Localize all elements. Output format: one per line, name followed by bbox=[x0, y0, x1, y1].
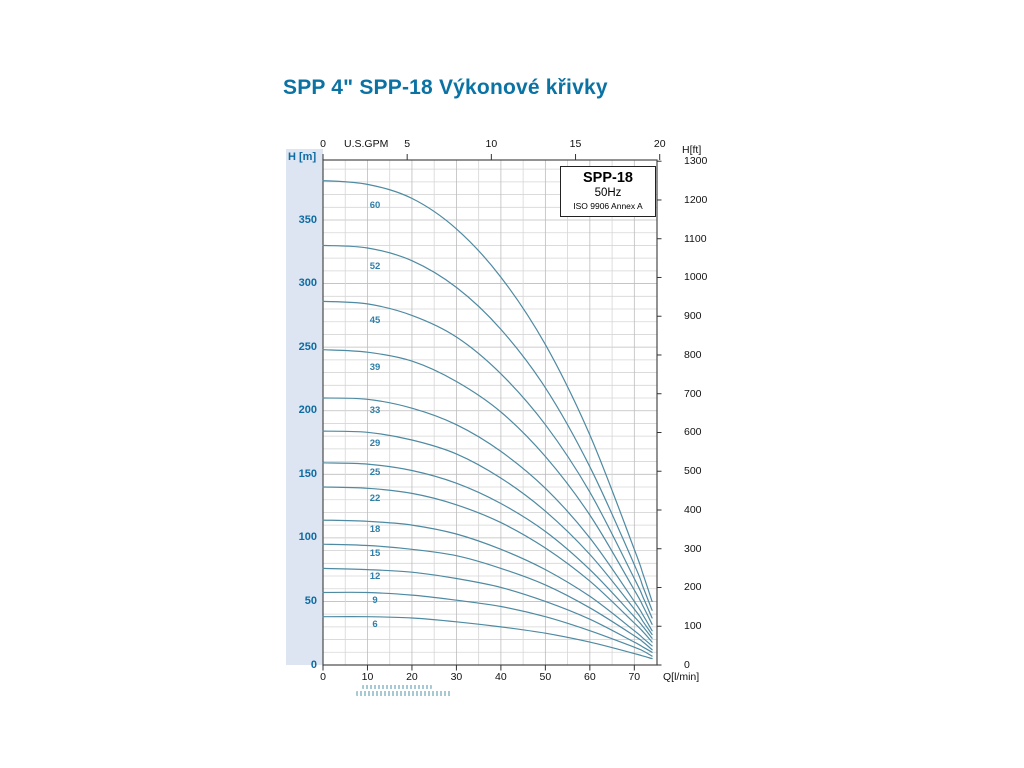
curve-label-29: 29 bbox=[369, 437, 381, 449]
right-axis-tick-label: 900 bbox=[684, 310, 702, 323]
right-axis-tick-label: 1100 bbox=[684, 232, 707, 245]
right-axis-tick-label: 1200 bbox=[684, 193, 708, 206]
right-axis-tick-label: 600 bbox=[684, 426, 702, 439]
bottom-axis-tick-label: 30 bbox=[450, 671, 463, 683]
left-axis-strip bbox=[286, 149, 323, 665]
right-axis-tick-label: 1000 bbox=[684, 271, 708, 284]
bottom-axis-tick-label: 10 bbox=[361, 671, 374, 683]
curve-label-39: 39 bbox=[369, 362, 381, 374]
pump-curve-18 bbox=[322, 519, 653, 647]
left-axis-tick-label: 250 bbox=[298, 340, 317, 353]
bottom-axis-unit-label: Q[l/min] bbox=[663, 671, 700, 683]
curve-label-6: 6 bbox=[372, 618, 378, 630]
pump-curve-6 bbox=[322, 616, 653, 660]
pump-curve-12 bbox=[322, 567, 653, 653]
pump-curve-9 bbox=[322, 591, 653, 657]
top-axis-tick-label: 15 bbox=[569, 138, 582, 150]
pump-curve-39 bbox=[322, 349, 653, 625]
bottom-axis-tick-label: 60 bbox=[584, 671, 596, 683]
pump-curve-33 bbox=[322, 397, 653, 632]
legend-model: SPP-18 bbox=[583, 170, 633, 186]
top-axis-tick-label: 20 bbox=[653, 138, 666, 150]
page-title: SPP 4" SPP-18 Výkonové křivky bbox=[283, 76, 608, 99]
right-axis-tick-label: 300 bbox=[684, 542, 702, 555]
legend-standard: ISO 9906 Annex A bbox=[573, 201, 643, 211]
left-axis-tick-label: 100 bbox=[298, 531, 317, 544]
right-axis-tick-label: 500 bbox=[684, 465, 702, 478]
left-axis-tick-label: 200 bbox=[298, 404, 317, 417]
curve-label-15: 15 bbox=[369, 547, 381, 559]
right-axis-tick-label: 100 bbox=[684, 620, 702, 633]
bottom-axis-tick-label: 50 bbox=[539, 671, 552, 683]
curve-label-52: 52 bbox=[369, 261, 381, 273]
pump-curve-52 bbox=[322, 244, 653, 611]
top-axis-unit-label: U.S.GPM bbox=[344, 138, 389, 150]
left-axis-tick-label: 150 bbox=[298, 467, 317, 480]
pump-curve-60 bbox=[322, 180, 653, 602]
bottom-axis-tick-label: 20 bbox=[406, 671, 418, 683]
curve-label-25: 25 bbox=[369, 466, 381, 478]
left-axis-tick-label: 350 bbox=[298, 213, 317, 226]
left-axis-unit-label: H [m] bbox=[288, 151, 317, 163]
pump-curve-25 bbox=[322, 462, 653, 639]
watermark-line-2 bbox=[356, 691, 452, 696]
curve-label-18: 18 bbox=[369, 523, 381, 535]
bottom-axis-tick-label: 0 bbox=[320, 671, 326, 683]
curve-label-33: 33 bbox=[369, 405, 381, 417]
pump-curve-15 bbox=[322, 543, 653, 651]
watermark-line-1 bbox=[362, 685, 432, 689]
pump-curve-22 bbox=[322, 486, 653, 643]
curve-label-12: 12 bbox=[369, 571, 381, 583]
curve-label-45: 45 bbox=[369, 314, 381, 326]
left-axis-tick-label: 0 bbox=[310, 658, 317, 671]
right-axis-tick-label: 400 bbox=[684, 503, 702, 516]
legend-box: SPP-18 50Hz ISO 9906 Annex A bbox=[560, 166, 656, 217]
right-axis-tick-label: 0 bbox=[684, 659, 690, 671]
pump-curves-plot bbox=[322, 154, 662, 671]
legend-frequency: 50Hz bbox=[594, 187, 622, 199]
top-axis-tick-label: 10 bbox=[485, 138, 498, 150]
right-axis-unit-label: H[ft] bbox=[682, 144, 702, 156]
top-axis-tick-label: 5 bbox=[404, 138, 411, 150]
bottom-axis-tick-label: 40 bbox=[495, 671, 507, 683]
left-axis-tick-label: 50 bbox=[304, 594, 317, 607]
right-axis-tick-label: 800 bbox=[684, 348, 702, 361]
curve-label-9: 9 bbox=[372, 594, 378, 606]
curve-label-60: 60 bbox=[369, 200, 381, 212]
left-axis-tick-label: 300 bbox=[298, 277, 317, 290]
right-axis-tick-label: 700 bbox=[684, 387, 702, 400]
bottom-axis-tick-label: 70 bbox=[628, 671, 641, 683]
curve-label-22: 22 bbox=[369, 493, 381, 505]
right-axis-tick-label: 200 bbox=[684, 581, 702, 594]
pump-curve-45 bbox=[322, 300, 653, 619]
pump-curve-29 bbox=[322, 430, 653, 636]
right-axis-tick-label: 1300 bbox=[684, 155, 708, 168]
top-axis-tick-label: 0 bbox=[320, 138, 326, 150]
plot-border bbox=[322, 159, 658, 666]
